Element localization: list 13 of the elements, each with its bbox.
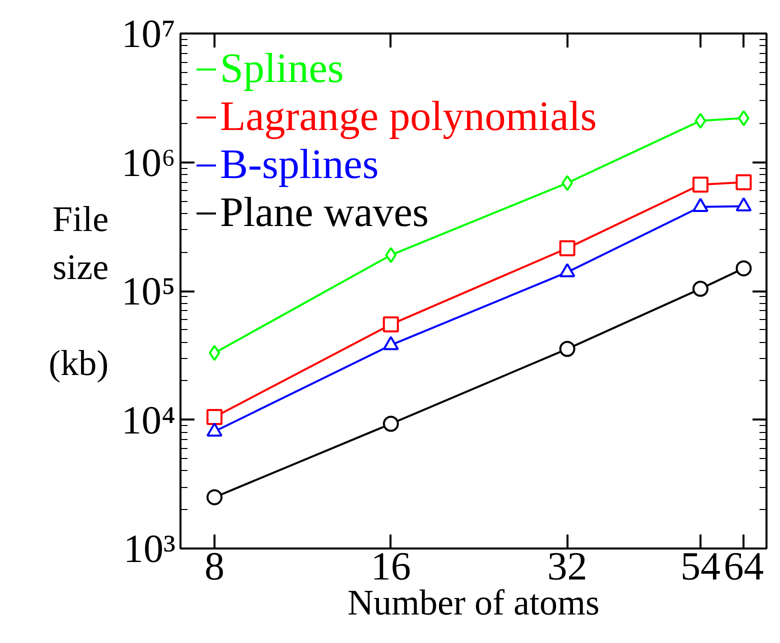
legend-label: Lagrange polynomials	[220, 93, 597, 141]
x-tick-label: 8	[204, 544, 224, 588]
text: File size (kb)	[48, 199, 109, 383]
y-tick-label: 10⁴	[122, 397, 176, 442]
legend-label: Splines	[220, 45, 344, 93]
legend-label: B-splines	[220, 141, 379, 189]
y-tick-label: 10³	[124, 526, 176, 571]
y-tick-label: 10⁵	[122, 268, 176, 314]
y-tick-label: 10⁶	[122, 140, 176, 185]
legend-label: Plane waves	[220, 189, 429, 237]
y-tick-label: 10⁷	[122, 11, 176, 56]
x-tick-label: 64	[724, 544, 764, 588]
x-tick-label: 54	[680, 544, 720, 588]
